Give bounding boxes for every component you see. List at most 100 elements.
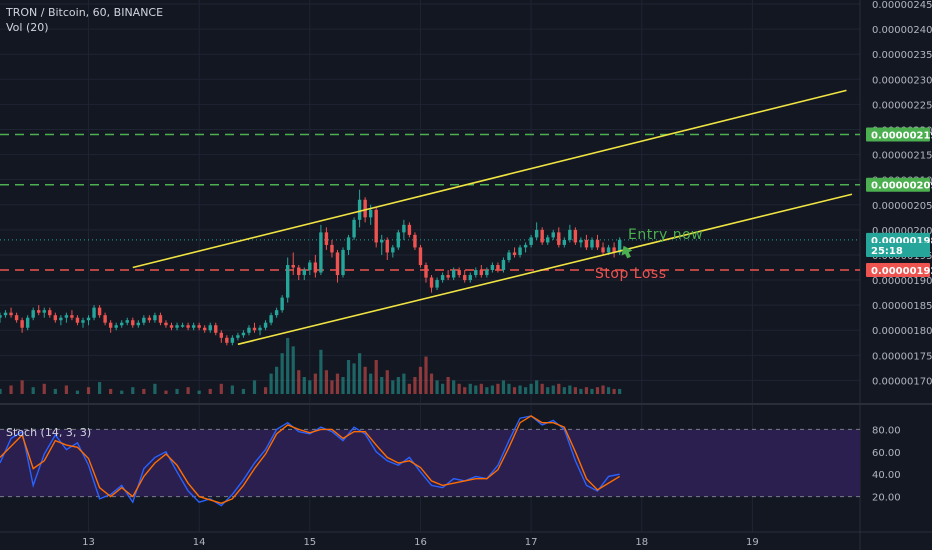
candle-body bbox=[501, 259, 506, 271]
volume-bar bbox=[496, 383, 500, 394]
volume-bar bbox=[584, 387, 589, 394]
volume-bar bbox=[230, 385, 234, 394]
time-tick-label: 14 bbox=[193, 537, 206, 548]
candle-body bbox=[324, 232, 329, 245]
volume-bar bbox=[330, 380, 334, 394]
candle-body bbox=[280, 297, 284, 311]
candle-body bbox=[214, 325, 218, 333]
volume-bar bbox=[507, 383, 511, 394]
candle-body bbox=[424, 264, 428, 278]
price-tick-label: 0.00000200 bbox=[872, 226, 932, 237]
candle-body bbox=[191, 325, 196, 328]
candle-body bbox=[402, 224, 406, 233]
candle-body bbox=[496, 264, 500, 271]
candle-body bbox=[14, 315, 19, 321]
candle-body bbox=[120, 322, 124, 326]
candle-body bbox=[457, 270, 461, 276]
price-tick-label: 0.00000230 bbox=[872, 75, 932, 86]
candle-body bbox=[64, 315, 69, 318]
candle-body bbox=[341, 249, 345, 276]
horizontal-levels[interactable] bbox=[0, 133, 860, 271]
candle-body bbox=[131, 320, 135, 326]
candle-body bbox=[479, 270, 484, 276]
channel-line bbox=[132, 89, 847, 269]
volume-bar bbox=[252, 380, 257, 394]
price-axis[interactable]: 0.00000170 0.00000175 0.00000180 0.00000185… bbox=[866, 0, 932, 504]
volume-bar bbox=[0, 388, 2, 394]
volume-bar bbox=[197, 390, 201, 394]
volume-bar bbox=[186, 387, 190, 394]
volume-bar bbox=[407, 383, 412, 394]
candle-body bbox=[53, 315, 58, 321]
price-tick-label: 0.00000175 bbox=[872, 351, 932, 362]
candle-body bbox=[25, 317, 30, 328]
volume-bar bbox=[512, 387, 517, 394]
candle-body bbox=[92, 307, 96, 318]
candle-body bbox=[81, 320, 85, 323]
candle-body bbox=[197, 325, 201, 328]
volume-bar bbox=[485, 387, 489, 394]
volume-bar bbox=[53, 388, 57, 394]
volume-indicator-label[interactable]: Vol (20) bbox=[6, 21, 49, 34]
candle-body bbox=[302, 270, 306, 276]
volume-bar bbox=[275, 366, 279, 394]
volume-bar bbox=[120, 390, 124, 394]
volume-bar bbox=[346, 360, 351, 394]
price-tick-label: 0.00000185 bbox=[872, 301, 932, 312]
time-tick-label: 13 bbox=[82, 537, 95, 548]
volume-bar bbox=[568, 385, 572, 394]
candle-body bbox=[474, 270, 478, 276]
candle-body bbox=[263, 322, 268, 328]
candle-body bbox=[518, 247, 522, 255]
stochastic-lines bbox=[0, 415, 620, 507]
candle-body bbox=[413, 234, 417, 248]
price-tag-label: 0.00000198 bbox=[871, 236, 932, 247]
candle-body bbox=[451, 270, 456, 278]
candle-body bbox=[313, 262, 318, 273]
candle-body bbox=[180, 325, 185, 327]
stoch-indicator-label[interactable]: Stoch (14, 3, 3) bbox=[6, 426, 92, 439]
volume-bar bbox=[468, 383, 472, 394]
candle-body bbox=[391, 247, 395, 253]
price-tag-label: 0.00000219 bbox=[871, 131, 932, 142]
candle-body bbox=[175, 325, 179, 328]
candle-body bbox=[48, 310, 52, 316]
candle-body bbox=[584, 239, 589, 248]
stop-loss-annotation[interactable]: Stop Loss bbox=[595, 266, 667, 282]
candle-body bbox=[70, 315, 74, 318]
volume-bars bbox=[0, 337, 622, 394]
volume-bar bbox=[286, 337, 290, 394]
volume-bar bbox=[435, 380, 439, 394]
time-tick-label: 16 bbox=[414, 537, 427, 548]
candle-body bbox=[551, 232, 555, 238]
price-tag-box bbox=[866, 177, 930, 192]
volume-bar bbox=[396, 377, 400, 394]
entry-annotation[interactable]: Entry now bbox=[628, 227, 704, 243]
volume-bar bbox=[579, 388, 583, 394]
channel-lines[interactable] bbox=[132, 89, 853, 346]
volume-bar bbox=[380, 377, 384, 394]
volume-bar bbox=[308, 380, 312, 394]
volume-bar bbox=[618, 388, 622, 394]
entry-arrow-icon bbox=[621, 245, 633, 259]
candle-body bbox=[523, 244, 528, 248]
volume-bar bbox=[402, 373, 406, 394]
time-tick-label: 19 bbox=[746, 537, 759, 548]
volume-bar bbox=[452, 380, 456, 394]
candle-body bbox=[368, 209, 373, 218]
volume-bar bbox=[131, 387, 135, 394]
candle-body bbox=[352, 219, 356, 238]
candle-body bbox=[208, 325, 212, 331]
volume-bar bbox=[463, 387, 467, 394]
stoch-tick-label: 40.00 bbox=[872, 470, 901, 481]
candle-body bbox=[37, 310, 41, 313]
symbol-title[interactable]: TRON / Bitcoin, 60, BINANCE bbox=[6, 6, 164, 19]
volume-bar bbox=[208, 388, 212, 394]
candle-body bbox=[241, 332, 246, 336]
volume-bar bbox=[590, 388, 594, 394]
time-axis[interactable]: 13 14 15 16 17 18 19 bbox=[82, 537, 759, 548]
volume-bar bbox=[457, 383, 461, 394]
candle-body bbox=[546, 237, 550, 243]
volume-bar bbox=[369, 373, 373, 394]
